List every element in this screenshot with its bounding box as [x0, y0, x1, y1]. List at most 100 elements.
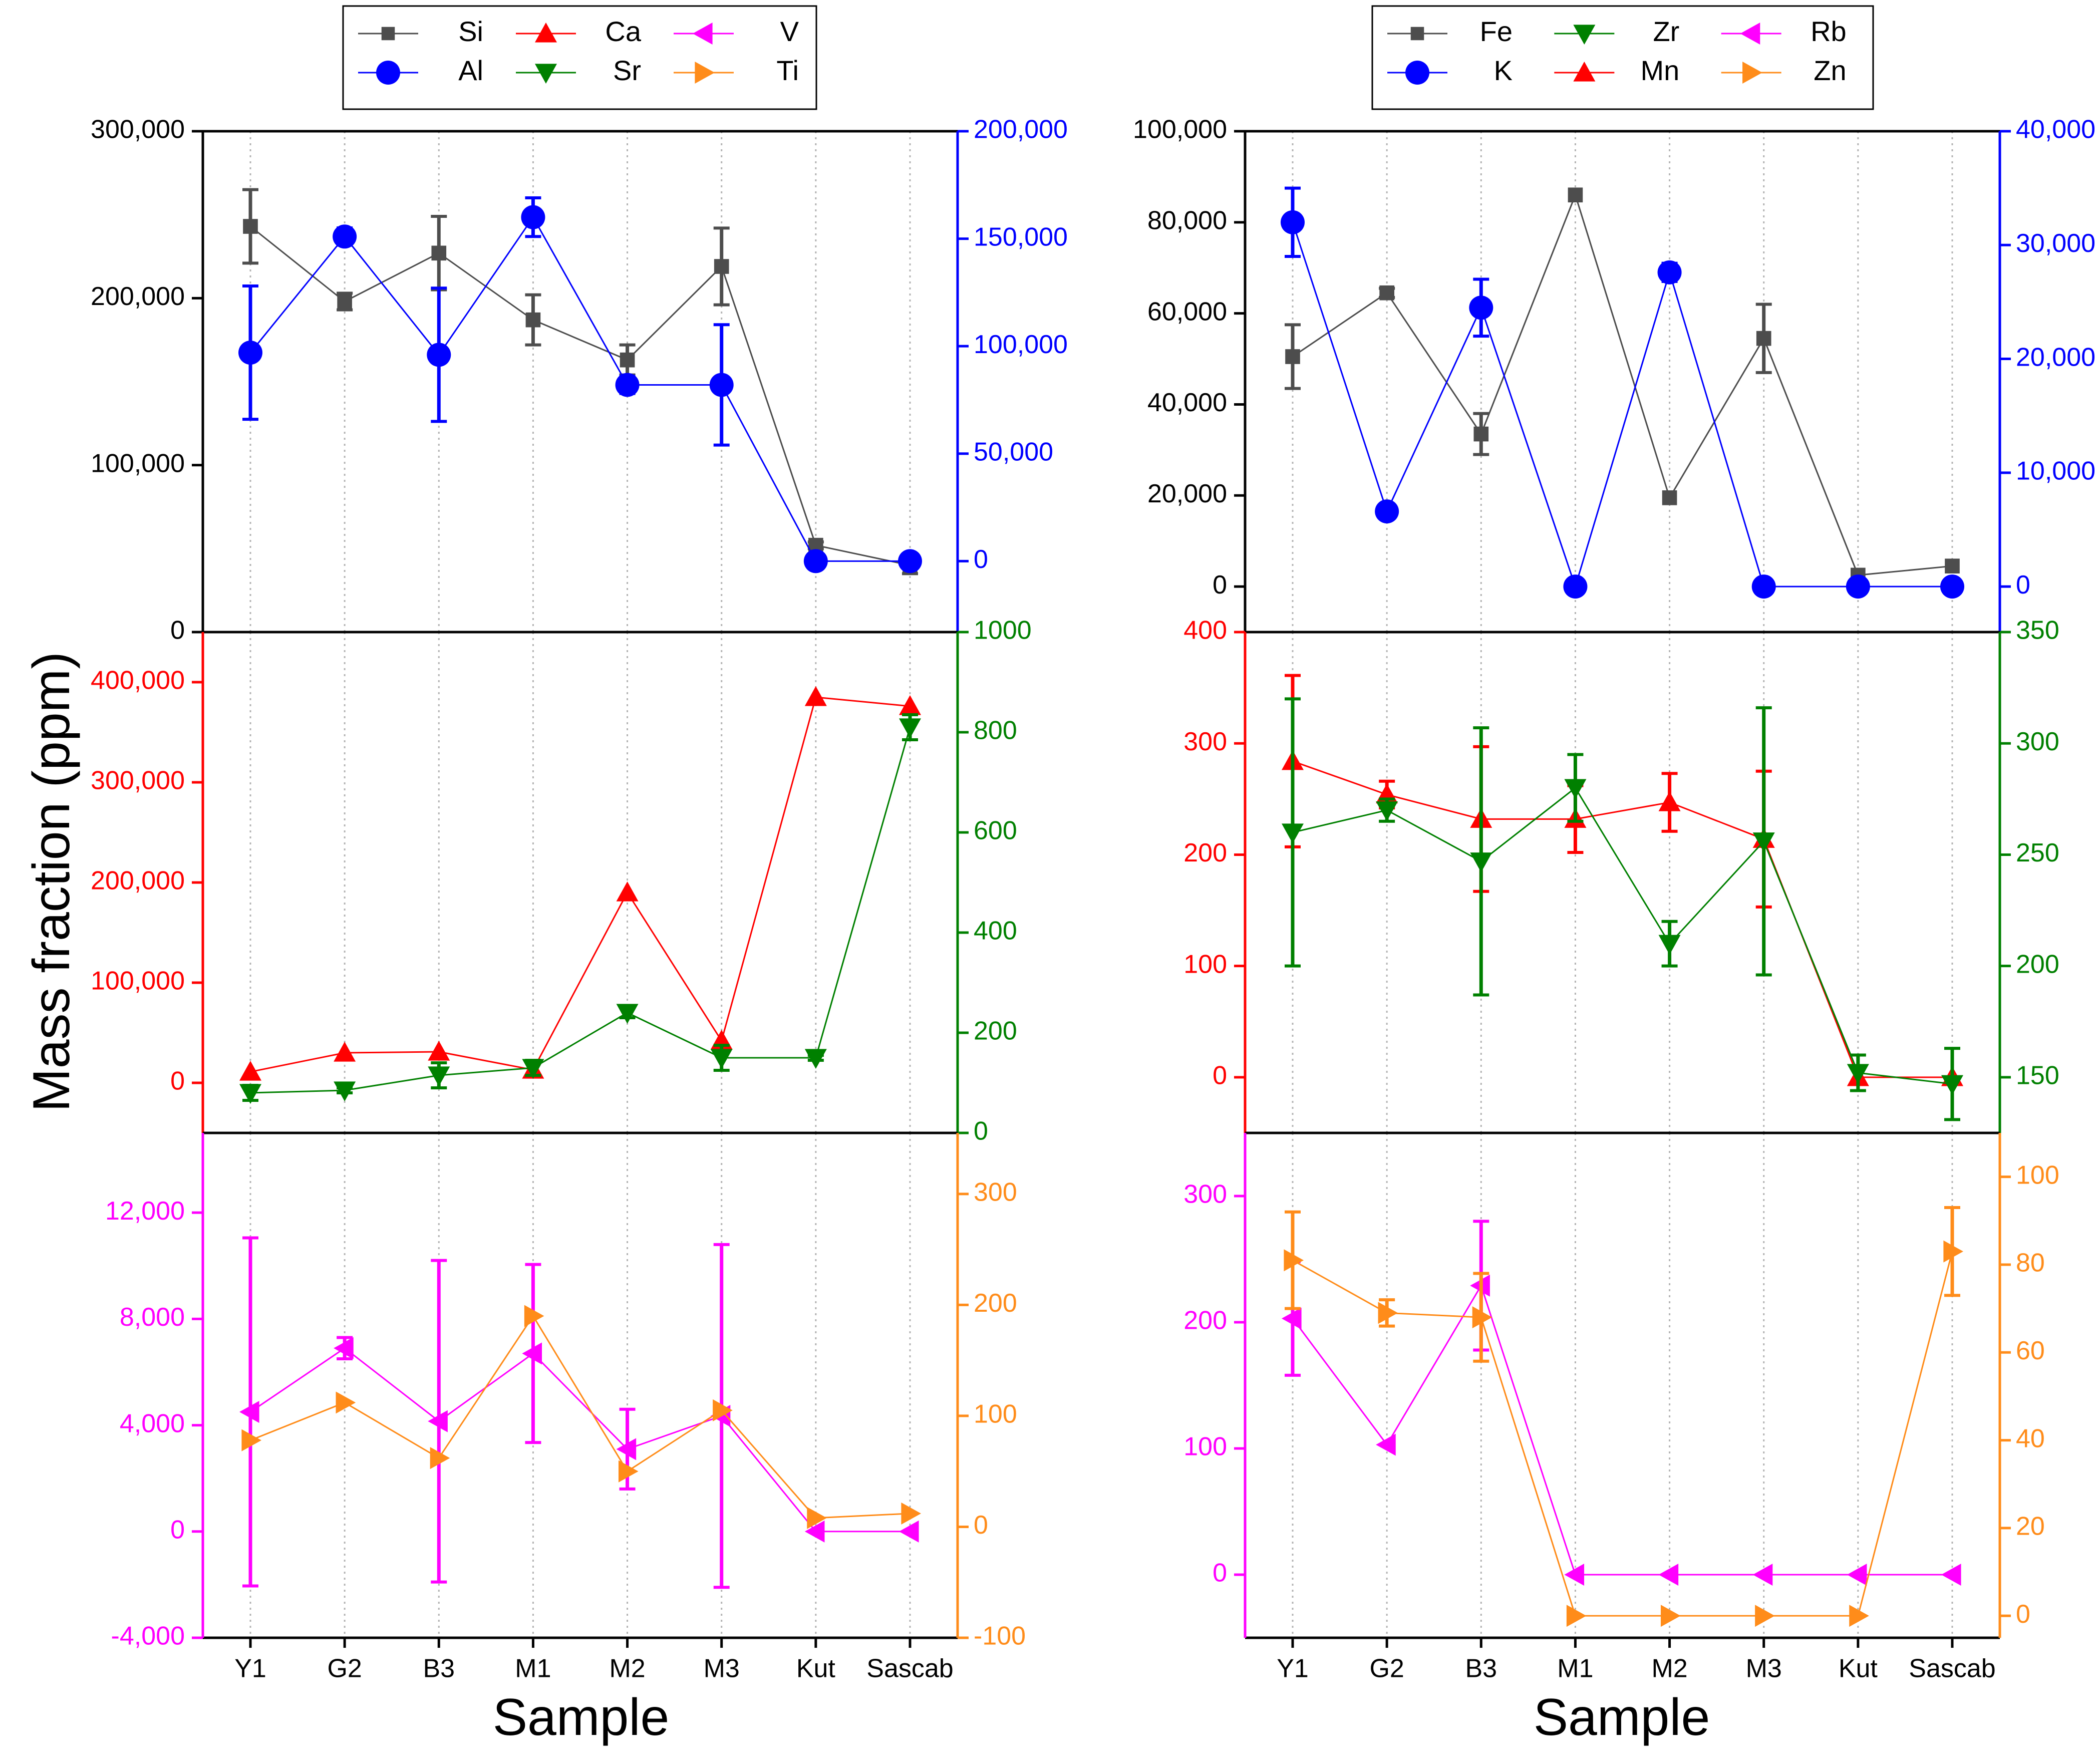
left-tick-label: 100,000 [91, 449, 185, 478]
data-point-V-M2 [616, 1438, 637, 1460]
left-tick-label: 100 [1183, 950, 1227, 979]
legend-box [342, 5, 817, 110]
chart-panel-right-0: 0 20,000 40,000 60,000 80,000 100,000 0 10,000 2… [1133, 5, 2095, 634]
legend-marker-Zn [1742, 62, 1762, 84]
legend-label-Zr: Zr [1653, 16, 1679, 47]
x-tick-label: M1 [1557, 1654, 1593, 1683]
left-tick-label: 0 [1213, 1061, 1227, 1090]
right-tick-label: 0 [974, 545, 988, 574]
legend-entry-Sr: Sr [516, 55, 641, 86]
legend-right: Fe Zr Rb K Mn Zn [1371, 5, 1874, 110]
right-tick-label: 100,000 [974, 330, 1068, 359]
left-tick-label: 12,000 [105, 1197, 185, 1226]
legend-marker-Si [381, 27, 395, 41]
series-line-Sr [250, 727, 911, 1094]
legend-label-K: K [1494, 55, 1513, 86]
data-point-Sr-B3 [428, 1066, 450, 1086]
legend-marker-Mn [1573, 62, 1596, 82]
series-Ti [241, 1305, 921, 1529]
left-tick-label: 300,000 [91, 115, 185, 144]
data-point-Ti-M3 [713, 1399, 733, 1421]
right-tick-label: 10,000 [2016, 457, 2095, 486]
data-point-Zn-Y1 [1284, 1249, 1304, 1272]
left-tick-label: 200 [1183, 838, 1227, 867]
left-tick-label: 400 [1183, 616, 1227, 645]
right-tick-label: 20,000 [2016, 343, 2095, 372]
legend-label-Zn: Zn [1814, 55, 1846, 86]
right-tick-label: 350 [2016, 616, 2059, 645]
right-tick-label: 200 [2016, 950, 2059, 979]
right-tick-label: 0 [2016, 570, 2030, 600]
data-point-Ca-Y1 [239, 1061, 261, 1081]
legend-entry-Ca: Ca [516, 16, 642, 47]
series-line-Mn [1292, 760, 1952, 1078]
data-point-Zn-Sascab [1943, 1240, 1963, 1263]
data-point-K-G2 [1375, 499, 1399, 524]
data-point-Fe-B3 [1473, 426, 1489, 442]
series-line-Ca [250, 696, 911, 1073]
right-tick-label: 800 [974, 716, 1017, 745]
right-tick-label: 0 [974, 1511, 988, 1540]
right-tick-label: 0 [2016, 1600, 2030, 1629]
data-point-Ti-Sascab [901, 1502, 921, 1525]
data-point-Zn-B3 [1472, 1306, 1492, 1329]
series-V [239, 1236, 919, 1589]
x-tick-label: M2 [609, 1654, 645, 1683]
left-tick-label: 200,000 [91, 866, 185, 896]
left-tick-label: 0 [170, 1516, 185, 1545]
left-tick-label: -4,000 [111, 1622, 185, 1651]
legend-marker-Sr [535, 64, 557, 84]
data-point-Si-M2 [620, 352, 635, 368]
x-tick-label: M3 [704, 1654, 740, 1683]
data-point-Ti-M2 [618, 1460, 639, 1483]
data-point-Zr-M2 [1658, 935, 1681, 955]
data-point-V-Sascab [899, 1520, 919, 1543]
data-point-Ti-Kut [807, 1507, 827, 1529]
legend-entry-Mn: Mn [1554, 55, 1679, 86]
series-line-V [250, 1347, 910, 1533]
data-point-Ti-G2 [336, 1391, 356, 1414]
legend-label-Mn: Mn [1641, 55, 1680, 86]
legend-box [1371, 5, 1874, 110]
x-axis-title-left: Sample [492, 1688, 670, 1746]
series-line-Fe [1292, 192, 1953, 576]
data-point-Al-Y1 [238, 341, 262, 365]
data-point-V-G2 [334, 1337, 354, 1359]
right-tick-label: 200,000 [974, 115, 1068, 144]
series-Zr [1282, 697, 1963, 1121]
series-line-Zr [1292, 786, 1953, 1085]
data-point-K-Y1 [1281, 210, 1305, 234]
legend-marker-Fe [1410, 27, 1424, 41]
x-tick-label: Y1 [1277, 1654, 1309, 1683]
data-point-V-Y1 [239, 1401, 259, 1423]
x-tick-label: M2 [1651, 1654, 1687, 1683]
legend-label-Al: Al [458, 55, 483, 86]
series-Mn [1282, 674, 1963, 1086]
left-tick-label: 200,000 [91, 282, 185, 311]
right-tick-label: 100 [2016, 1160, 2059, 1190]
data-point-Fe-Y1 [1285, 349, 1300, 364]
left-tick-label: 4,000 [120, 1409, 185, 1438]
data-point-Fe-Sascab [1945, 558, 1960, 574]
x-tick-label: G2 [1369, 1654, 1404, 1683]
right-tick-label: 0 [974, 1117, 988, 1146]
right-tick-label: 150,000 [974, 222, 1068, 251]
legend-label-Ti: Ti [776, 55, 799, 86]
data-point-Zr-Sascab [1941, 1075, 1963, 1095]
right-tick-label: 600 [974, 816, 1017, 845]
data-point-Si-Y1 [243, 219, 258, 234]
left-tick-label: 0 [170, 616, 185, 645]
legend-label-V: V [780, 16, 799, 47]
left-tick-label: 0 [170, 1067, 185, 1096]
data-point-Si-M3 [714, 259, 729, 274]
legend-marker-K [1405, 61, 1429, 85]
data-point-K-B3 [1469, 296, 1493, 320]
data-point-Sr-Y1 [239, 1084, 261, 1104]
right-tick-label: 300 [2016, 727, 2059, 756]
legend-entry-Ti: Ti [674, 55, 799, 86]
legend-entry-Zn: Zn [1721, 55, 1847, 86]
left-tick-label: 200 [1183, 1306, 1227, 1335]
legend-entry-Rb: Rb [1721, 16, 1847, 47]
